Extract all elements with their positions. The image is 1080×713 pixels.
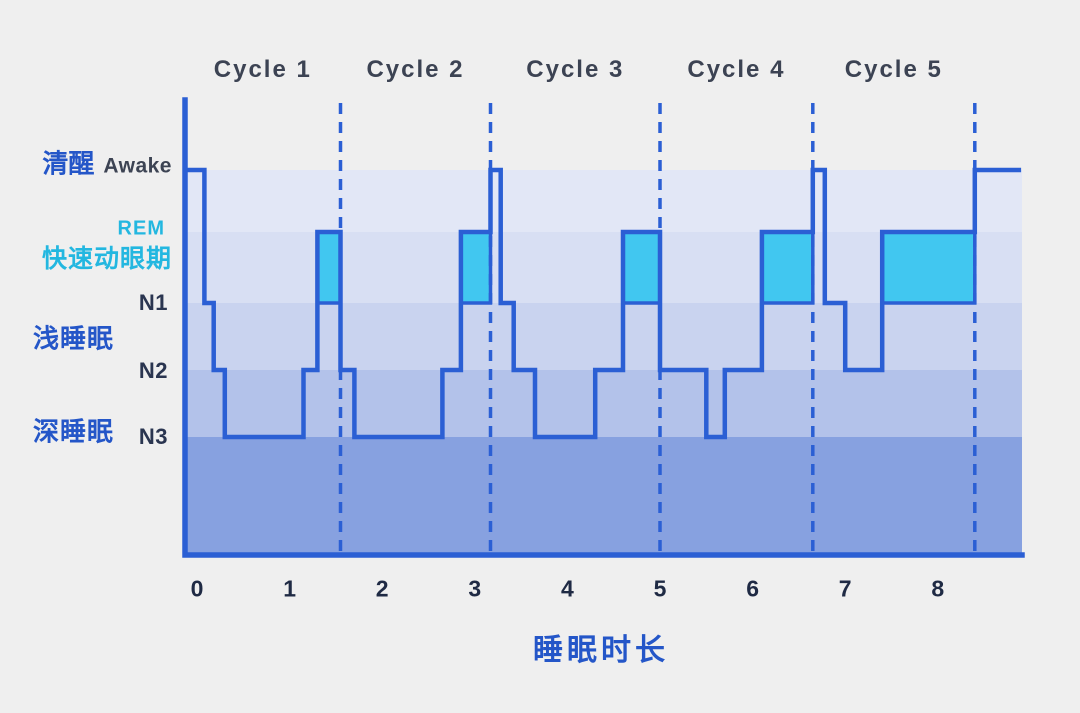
cycle-label-2: Cycle 2: [366, 56, 465, 83]
stage-label-rem: REM: [117, 217, 165, 240]
x-tick-label-5: 5: [653, 575, 667, 602]
x-tick-label-2: 2: [375, 575, 389, 602]
x-tick-label-8: 8: [931, 575, 945, 602]
cycle-label-1: Cycle 1: [213, 56, 312, 83]
stage-label-n1: N1: [138, 290, 168, 315]
cycle-label-5: Cycle 5: [844, 56, 943, 83]
stage-band-n3: [185, 437, 1022, 555]
rem-period-block: [760, 230, 815, 305]
rem-period-block: [315, 230, 343, 305]
stage-label-awake: 清醒 Awake: [42, 144, 172, 181]
rem-period-block: [459, 230, 493, 305]
x-tick-label-6: 6: [746, 575, 759, 602]
hypnogram-step-line: [185, 167, 1022, 440]
cycle-label-3: Cycle 3: [526, 56, 625, 83]
x-axis-title: 睡眠时长: [533, 634, 669, 667]
cycle-label-4: Cycle 4: [687, 56, 786, 83]
x-tick-label-7: 7: [838, 575, 852, 602]
stage-label-light-sleep: 浅睡眠: [33, 323, 115, 354]
stage-label-deep-sleep: 深睡眠: [33, 416, 115, 447]
x-tick-label-0: 0: [190, 575, 204, 602]
chart-axes: [182, 97, 1025, 558]
stage-band-awake: [185, 170, 1022, 232]
rem-period-block: [621, 230, 662, 305]
stage-label-n3: N3: [138, 424, 168, 449]
x-tick-label-4: 4: [560, 575, 574, 602]
stage-label-rem-cn: 快速动眼期: [41, 245, 172, 273]
rem-period-block: [880, 230, 977, 305]
x-tick-label-3: 3: [468, 575, 482, 602]
stage-label-awake-en: Awake: [103, 154, 172, 178]
stage-label-awake-cn: 清醒: [42, 148, 95, 179]
stage-label-n2: N2: [138, 358, 168, 383]
x-tick-label-1: 1: [283, 575, 296, 602]
stage-band-n1: [185, 303, 1022, 370]
stage-band-n2: [185, 370, 1022, 437]
